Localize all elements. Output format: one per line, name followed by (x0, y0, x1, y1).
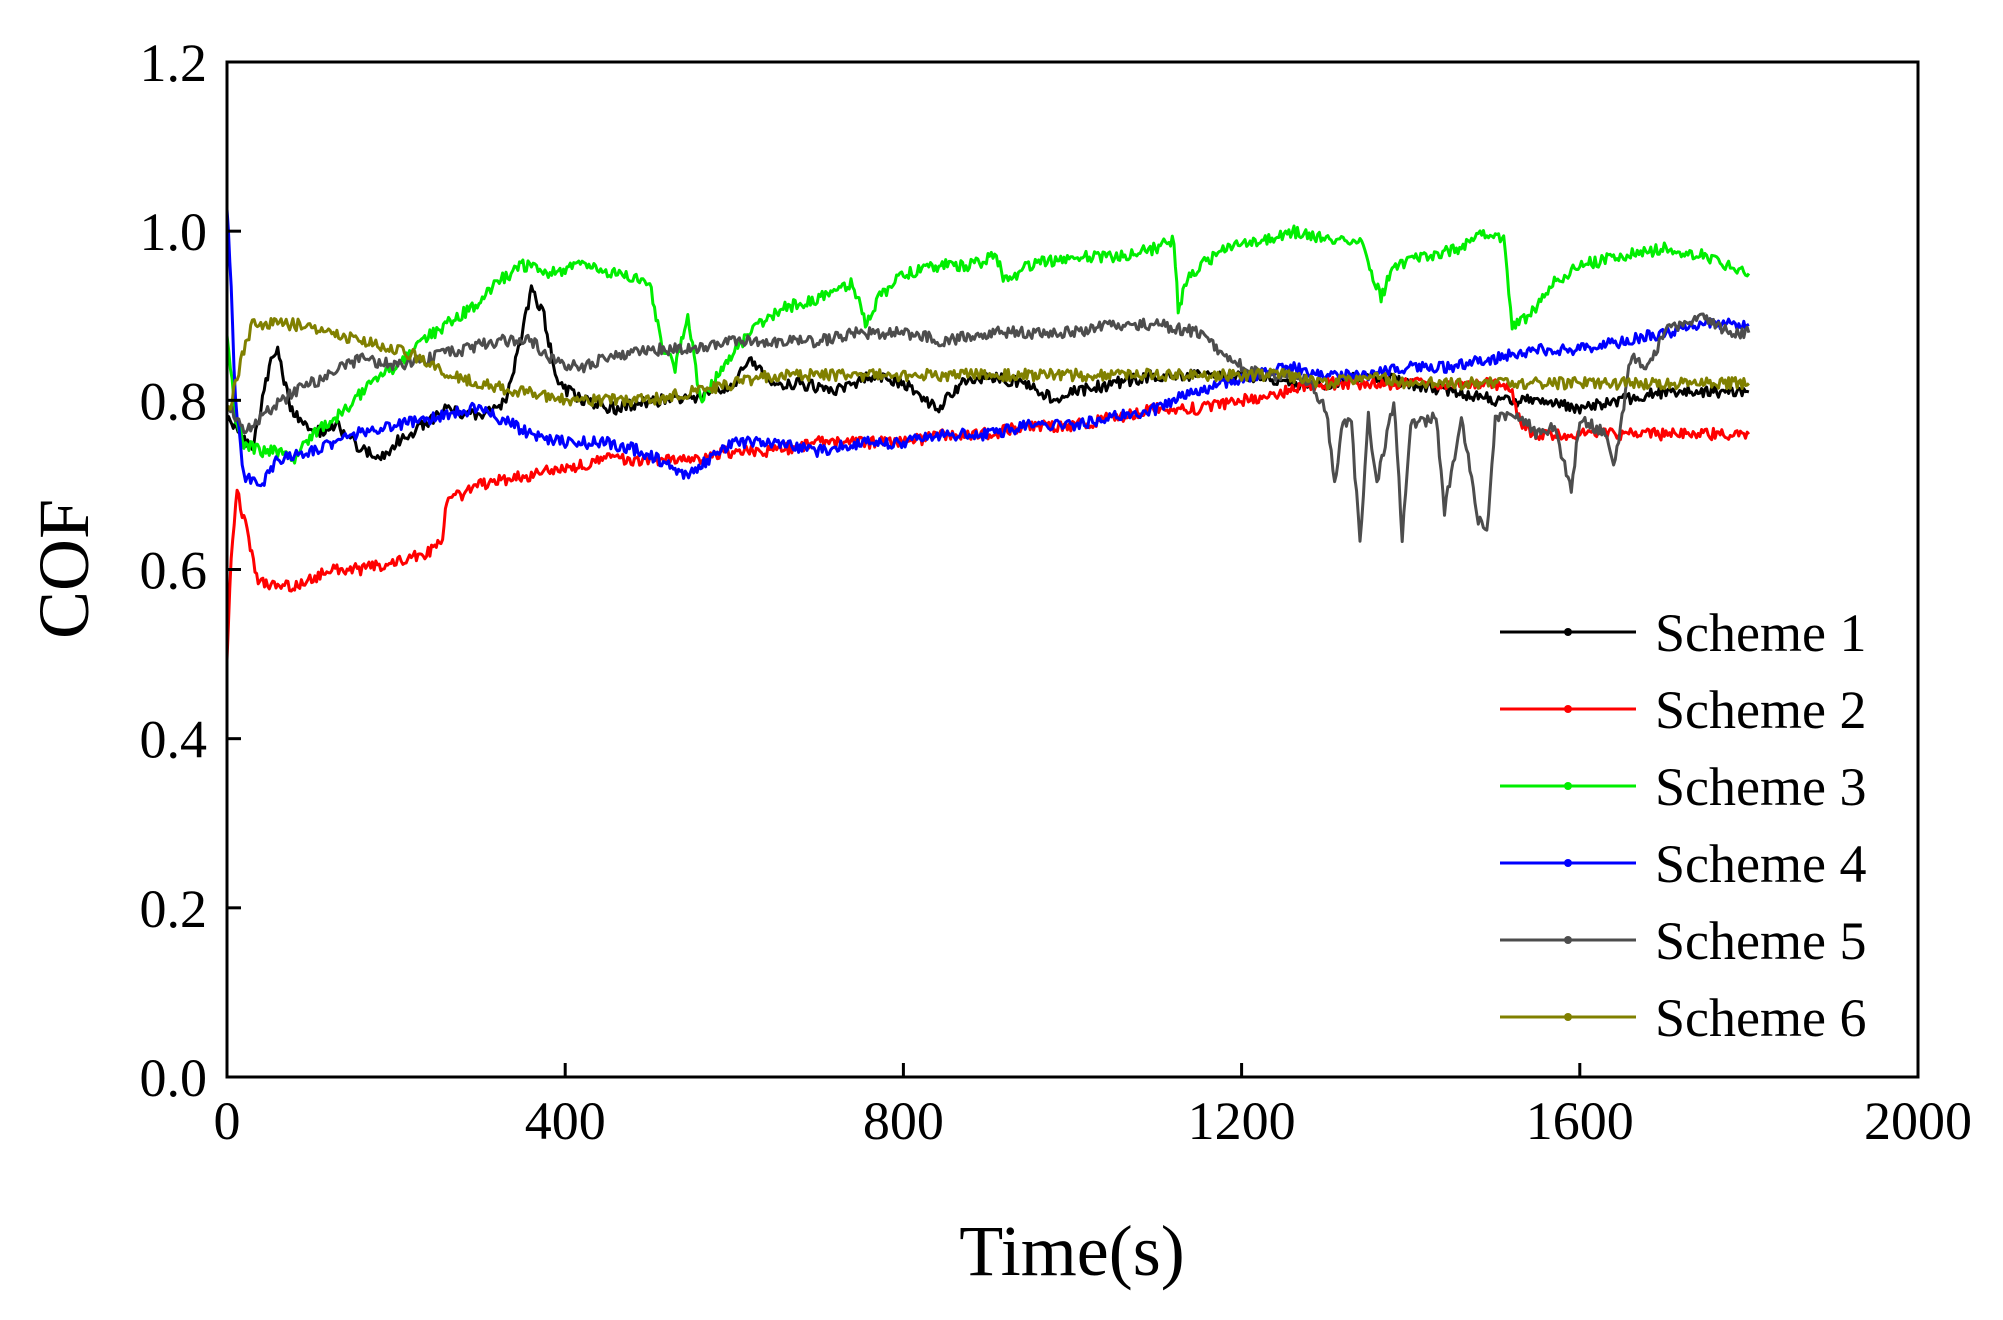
y-tick-label: 1.0 (140, 202, 208, 262)
y-tick-label: 0.2 (140, 879, 208, 939)
legend-marker-scheme-3 (1564, 782, 1572, 790)
y-tick-label: 0.4 (140, 710, 208, 770)
x-axis-ticks: 0 400 800 1200 1600 2000 (214, 1063, 1972, 1151)
y-tick-label: 0.8 (140, 371, 208, 431)
x-axis-label: Time(s) (959, 1211, 1184, 1291)
series-line-scheme-1 (227, 284, 1750, 462)
legend-label: Scheme 2 (1655, 680, 1866, 740)
legend-marker-scheme-4 (1564, 859, 1572, 867)
series-line-scheme-6 (227, 317, 1750, 413)
x-tick-label: 1600 (1526, 1091, 1634, 1151)
legend-label: Scheme 1 (1655, 603, 1866, 663)
y-axis-ticks: 0.0 0.2 0.4 0.6 0.8 1.0 1.2 (140, 33, 241, 1108)
legend-label: Scheme 3 (1655, 757, 1866, 817)
series-line-scheme-4 (227, 209, 1750, 488)
legend-label: Scheme 4 (1655, 834, 1866, 894)
y-tick-label: 0.0 (140, 1048, 208, 1108)
x-tick-label: 1200 (1188, 1091, 1296, 1151)
x-tick-label: 800 (863, 1091, 944, 1151)
y-axis-label: COF (24, 499, 104, 639)
x-tick-label: 2000 (1864, 1091, 1972, 1151)
legend-label: Scheme 5 (1655, 911, 1866, 971)
series-line-scheme-5 (227, 312, 1751, 543)
legend: Scheme 1 Scheme 2 Scheme 3 Scheme 4 Scheme 5… (1500, 603, 1866, 1048)
x-tick-label: 0 (214, 1091, 241, 1151)
series-line-scheme-3 (227, 224, 1751, 465)
legend-marker-scheme-2 (1564, 705, 1572, 713)
x-tick-label: 400 (525, 1091, 606, 1151)
series-layer (227, 209, 1751, 660)
legend-marker-scheme-5 (1564, 936, 1572, 944)
y-tick-label: 0.6 (140, 541, 208, 601)
y-tick-label: 1.2 (140, 33, 208, 93)
legend-marker-scheme-1 (1564, 628, 1572, 636)
legend-label: Scheme 6 (1655, 988, 1866, 1048)
legend-marker-scheme-6 (1564, 1013, 1572, 1021)
